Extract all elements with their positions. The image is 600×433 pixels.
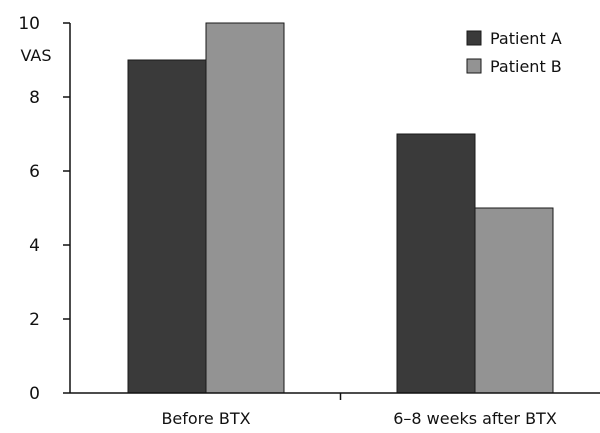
legend-swatch-patient-a (466, 30, 482, 46)
x-category-label: 6–8 weeks after BTX (393, 409, 557, 428)
y-axis-title: VAS (20, 46, 51, 65)
y-tick-label: 0 (29, 384, 40, 404)
x-category-label: Before BTX (161, 409, 250, 428)
legend: Patient A Patient B (466, 29, 562, 76)
y-ticks: 0 2 4 6 8 10 (18, 14, 70, 404)
legend-label-patient-a: Patient A (490, 29, 562, 48)
legend-label-patient-b: Patient B (490, 57, 562, 76)
bar-patient-a-after (396, 133, 476, 394)
y-tick-label: 2 (29, 310, 40, 330)
y-tick-label: 6 (29, 162, 40, 182)
x-ticks: Before BTX 6–8 weeks after BTX (161, 393, 557, 428)
y-tick-label: 10 (18, 14, 40, 34)
y-tick-label: 4 (29, 236, 40, 256)
bar-patient-a-before (127, 59, 207, 394)
bar-patient-b-after (474, 207, 554, 394)
legend-swatch-patient-b (466, 58, 482, 74)
bars-layer (127, 22, 554, 394)
bar-patient-b-before (205, 22, 285, 394)
y-tick-label: 8 (29, 88, 40, 108)
